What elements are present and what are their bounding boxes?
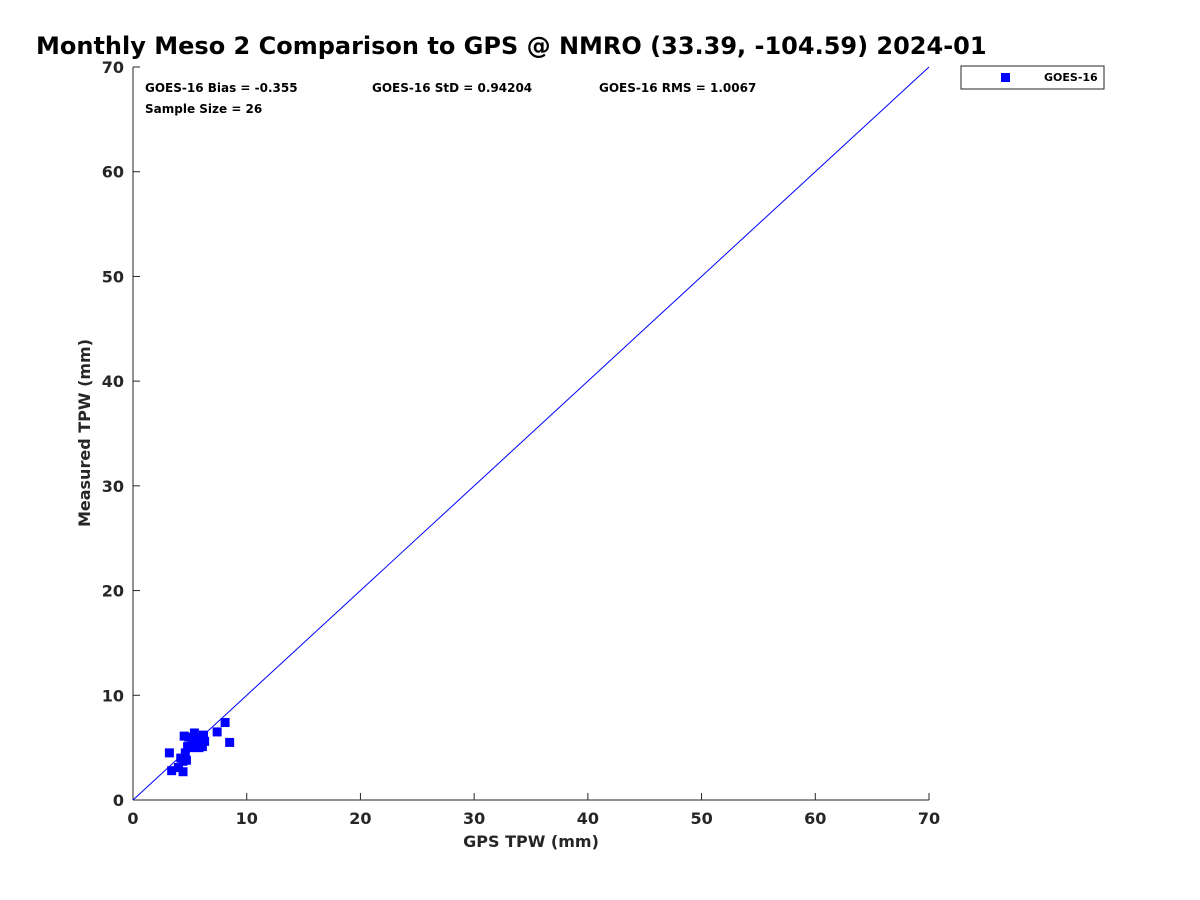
data-point (164, 748, 174, 758)
x-tick-label: 20 (349, 809, 371, 828)
y-tick-label: 50 (102, 267, 124, 286)
rms-stat: GOES-16 RMS = 1.0067 (599, 81, 756, 95)
x-axis-label: GPS TPW (mm) (463, 832, 599, 851)
x-tick-label: 50 (690, 809, 712, 828)
data-points (164, 718, 235, 777)
y-axis-label: Measured TPW (mm) (75, 339, 94, 527)
data-point (197, 742, 207, 752)
x-tick-label: 30 (463, 809, 485, 828)
data-point (173, 763, 183, 773)
sample-size-stat: Sample Size = 26 (145, 102, 262, 116)
bias-stat: GOES-16 Bias = -0.355 (145, 81, 298, 95)
plot-area: 0 10 20 30 40 50 60 70 0 10 20 30 40 50 60 70 (102, 58, 940, 828)
data-point (192, 733, 202, 743)
x-tick-label: 40 (577, 809, 599, 828)
one-to-one-reference-line (132, 66, 930, 801)
legend-box (960, 65, 1105, 90)
data-point (178, 756, 188, 766)
x-tick-label: 60 (804, 809, 826, 828)
x-tick-label: 10 (236, 809, 258, 828)
x-tick-label: 0 (127, 809, 138, 828)
data-point (212, 727, 222, 737)
y-tick-label: 10 (102, 686, 124, 705)
data-point (191, 741, 201, 751)
chart-title: Monthly Meso 2 Comparison to GPS @ NMRO … (36, 32, 987, 60)
y-axis-ticks: 0 10 20 30 40 50 60 70 (102, 58, 140, 810)
data-point (180, 748, 190, 758)
y-tick-label: 0 (113, 791, 124, 810)
data-point (225, 737, 235, 747)
data-point (200, 736, 210, 746)
y-tick-label: 60 (102, 163, 124, 182)
std-stat: GOES-16 StD = 0.94204 (372, 81, 532, 95)
x-tick-label: 70 (918, 809, 940, 828)
data-point (179, 731, 189, 741)
data-point (199, 730, 209, 740)
legend-series-label: GOES-16 (1044, 71, 1098, 84)
y-tick-label: 20 (102, 582, 124, 601)
y-tick-label: 70 (102, 58, 124, 77)
legend-square-marker-icon (1001, 73, 1010, 82)
data-point (184, 732, 194, 742)
data-point (220, 718, 230, 728)
y-tick-label: 40 (102, 372, 124, 391)
y-tick-label: 30 (102, 477, 124, 496)
data-point (178, 767, 188, 777)
legend: GOES-16 (960, 65, 1105, 90)
x-axis-ticks: 0 10 20 30 40 50 60 70 (127, 793, 940, 828)
data-point (189, 728, 199, 738)
data-point (167, 766, 177, 776)
